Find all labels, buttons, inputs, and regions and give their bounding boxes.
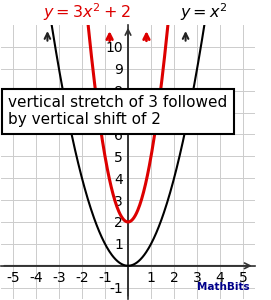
Text: vertical stretch of 3 followed
by vertical shift of 2: vertical stretch of 3 followed by vertic… [8,95,228,128]
Text: $y = x^2$: $y = x^2$ [180,1,228,23]
Text: MathBits: MathBits [198,282,250,292]
Text: $y = 3x^2 + 2$: $y = 3x^2 + 2$ [43,1,130,23]
